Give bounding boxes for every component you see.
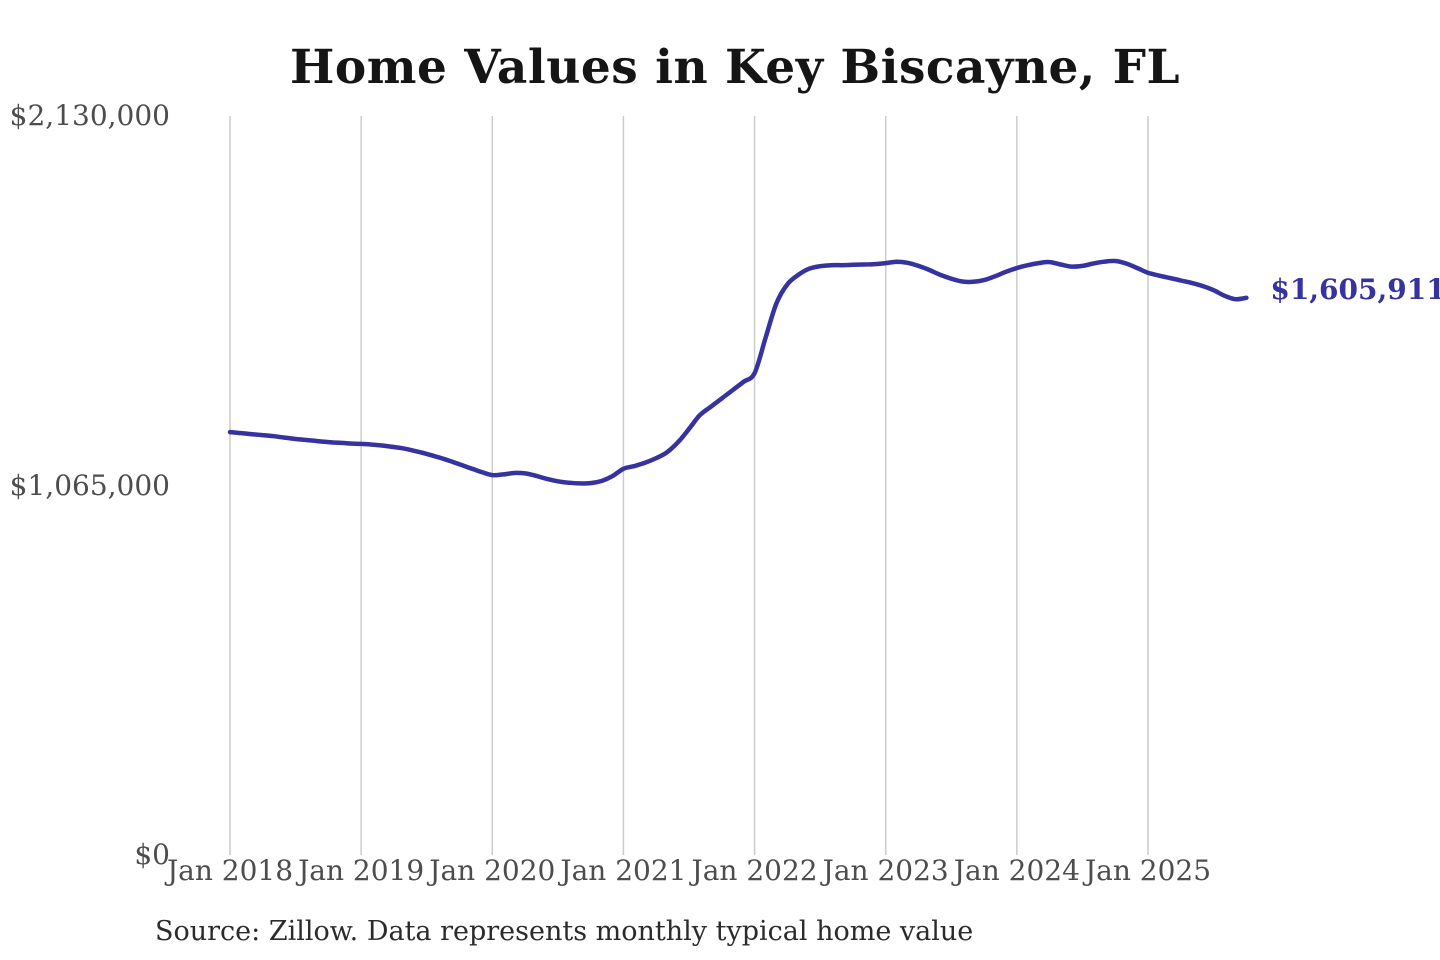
x-tick-label: Jan 2019 (298, 854, 425, 887)
home-value-line (227, 258, 1249, 486)
x-tick-label: Jan 2025 (1084, 854, 1212, 887)
y-tick-label: $2,130,000 (9, 99, 170, 132)
x-tick-label: Jan 2021 (560, 854, 687, 887)
source-note: Source: Zillow. Data represents monthly … (155, 916, 974, 947)
y-tick-label: $1,065,000 (9, 468, 170, 502)
x-tick-label: Jan 2020 (429, 854, 556, 887)
chart-title: Home Values in Key Biscayne, FL (289, 40, 1181, 95)
end-value-label: $1,605,911 (1270, 272, 1440, 306)
x-tick-label: Jan 2023 (822, 854, 949, 887)
y-tick-label: $0 (134, 838, 170, 871)
x-tick-label: Jan 2024 (953, 854, 1080, 887)
x-tick-label: Jan 2022 (691, 854, 818, 887)
x-tick-label: Jan 2018 (166, 854, 294, 887)
